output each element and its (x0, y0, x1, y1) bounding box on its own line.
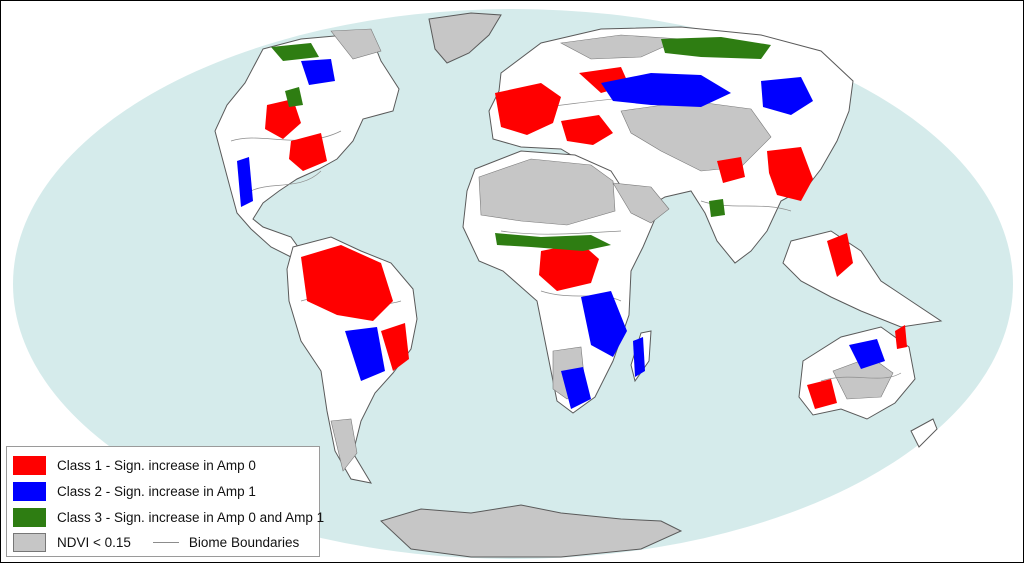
biome-line-swatch (152, 541, 179, 543)
ndvi-low-regions (330, 28, 894, 472)
map-legend: Class 1 - Sign. increase in Amp 0 Class … (6, 446, 324, 557)
class1-label: Class 1 - Sign. increase in Amp 0 (57, 457, 256, 473)
antarctica (380, 504, 683, 558)
new-zealand (910, 418, 938, 448)
class3-label: Class 3 - Sign. increase in Amp 0 and Am… (57, 509, 325, 525)
patagonia (330, 418, 358, 472)
sahara (478, 158, 616, 226)
greenland (428, 12, 502, 64)
ndvi-swatch (13, 532, 46, 552)
arabia (612, 182, 670, 224)
siberia-arctic (560, 34, 682, 60)
class1-regions (265, 67, 907, 409)
canada-arctic (330, 28, 382, 60)
legend-item-class2: Class 2 - Sign. increase in Amp 1 (13, 481, 256, 501)
legend-item-class3: Class 3 - Sign. increase in Amp 0 and Am… (13, 507, 324, 527)
class3-swatch (13, 507, 46, 527)
class2-swatch (13, 481, 46, 501)
biome-label: Biome Boundaries (188, 534, 300, 550)
class2-regions (237, 59, 885, 409)
legend-item-ndvi: NDVI < 0.15 Biome Boundaries (13, 532, 299, 552)
class3-regions (271, 37, 771, 251)
ndvi-label: NDVI < 0.15 (57, 534, 131, 550)
class1-swatch (13, 455, 46, 475)
se-asia-islands (782, 230, 943, 328)
legend-item-class1: Class 1 - Sign. increase in Amp 0 (13, 455, 256, 475)
class2-label: Class 2 - Sign. increase in Amp 1 (57, 483, 256, 499)
